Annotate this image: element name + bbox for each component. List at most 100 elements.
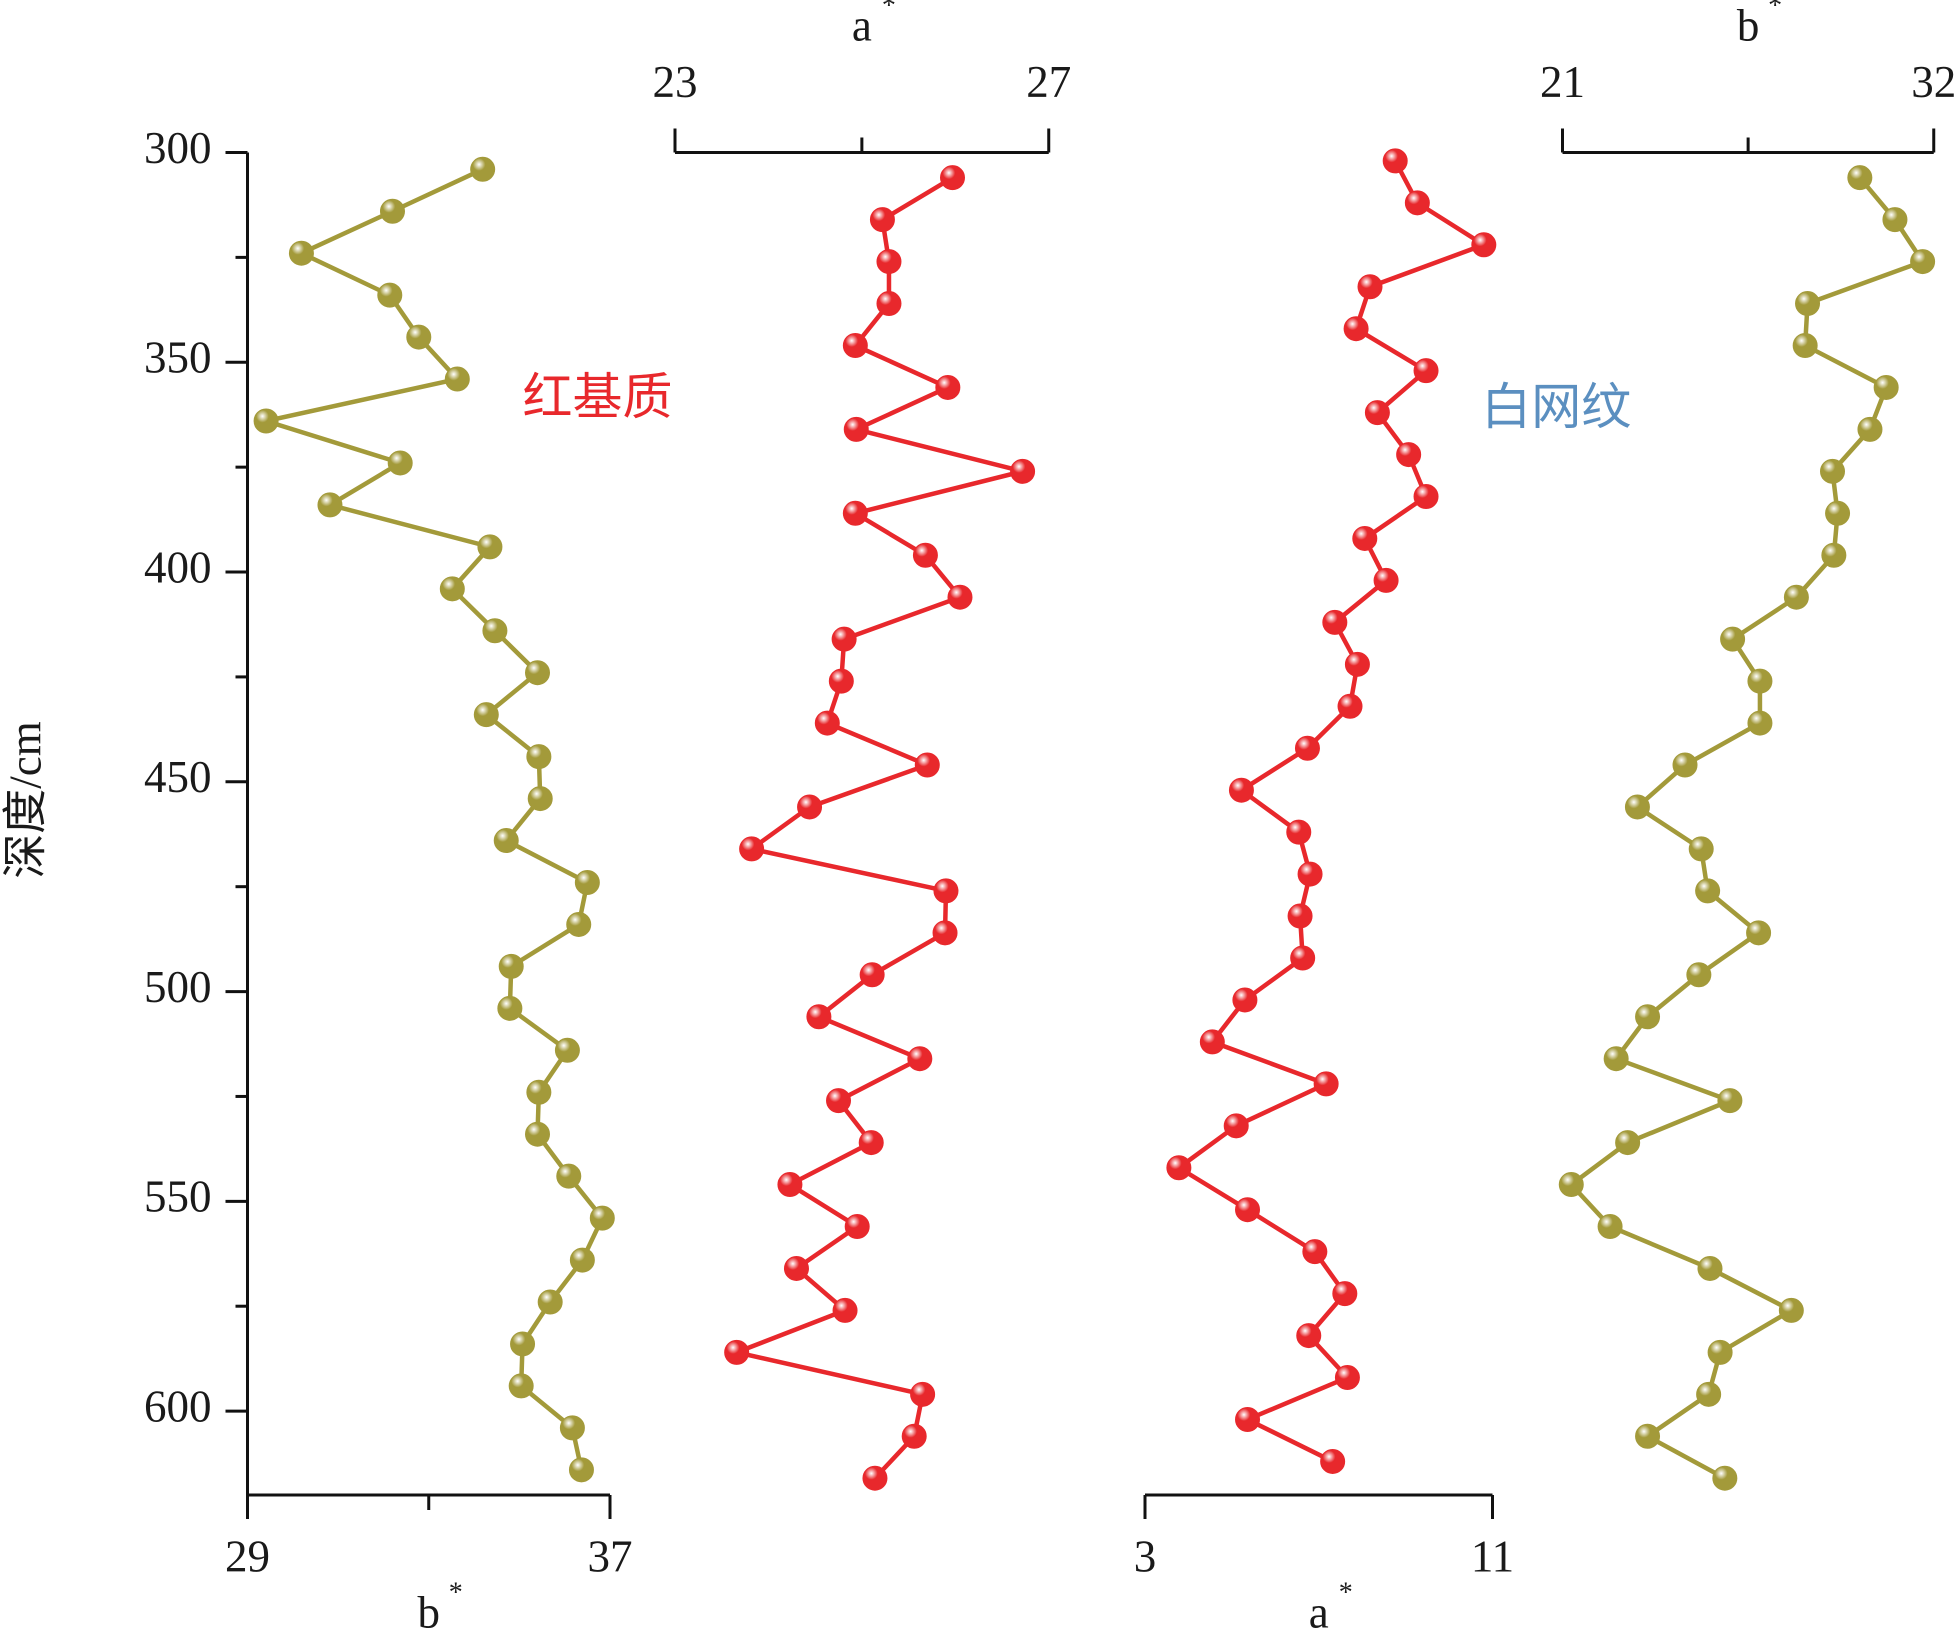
data-point xyxy=(1792,332,1818,358)
data-point xyxy=(859,962,885,988)
data-point xyxy=(568,1457,594,1483)
x-axis-label-sup: * xyxy=(882,0,896,21)
data-point xyxy=(559,1415,585,1441)
x-tick-label: 32 xyxy=(1911,57,1956,107)
data-point xyxy=(1320,1448,1346,1474)
data-point xyxy=(482,618,508,644)
data-point xyxy=(844,1214,870,1239)
x-axis-label: a xyxy=(1309,1587,1329,1633)
data-point xyxy=(1404,190,1430,216)
data-line xyxy=(1174,159,1489,1464)
data-point xyxy=(1778,1297,1804,1323)
data-point xyxy=(843,416,869,442)
data-point xyxy=(1783,584,1809,610)
data-point xyxy=(493,828,519,854)
data-point xyxy=(1746,920,1772,946)
annotation: 红基质 xyxy=(523,369,673,425)
data-point xyxy=(1290,945,1316,971)
data-point xyxy=(1166,1155,1192,1181)
data-point xyxy=(933,878,959,904)
x-tick-label: 27 xyxy=(1026,57,1071,107)
data-point xyxy=(508,1373,534,1399)
data-point xyxy=(876,291,902,317)
data-point xyxy=(842,500,868,526)
x-tick-label: 23 xyxy=(653,57,698,107)
data-point xyxy=(1688,836,1714,862)
x-axis-label-sup: * xyxy=(449,1577,463,1608)
data-point xyxy=(1396,442,1422,468)
data-point xyxy=(932,920,958,946)
data-point xyxy=(1232,987,1258,1013)
x-axis-label: b xyxy=(418,1587,441,1633)
data-point xyxy=(526,1079,552,1105)
data-point xyxy=(1294,735,1320,761)
data-point xyxy=(1747,710,1773,736)
data-point xyxy=(862,1465,888,1491)
data-point xyxy=(1624,794,1650,820)
data-point xyxy=(554,1037,580,1063)
data-point xyxy=(470,156,496,182)
data-point xyxy=(537,1289,563,1315)
data-point xyxy=(439,576,465,602)
data-point xyxy=(1696,1381,1722,1407)
data-point xyxy=(1313,1071,1339,1097)
data-point xyxy=(574,869,600,895)
data-point xyxy=(1635,1423,1661,1449)
x-tick-label: 29 xyxy=(225,1531,270,1581)
data-point xyxy=(947,584,973,610)
data-point xyxy=(387,450,413,476)
data-point xyxy=(1413,358,1439,384)
data-point xyxy=(814,710,840,736)
y-tick-label: 300 xyxy=(144,123,212,173)
y-tick-label: 600 xyxy=(144,1381,212,1431)
data-point xyxy=(1882,207,1908,233)
data-point xyxy=(1199,1029,1225,1055)
data-point xyxy=(1228,777,1254,803)
data-point xyxy=(1686,962,1712,988)
data-point xyxy=(406,324,432,350)
x-tick-label: 21 xyxy=(1540,57,1585,107)
data-point xyxy=(1297,861,1323,887)
data-point xyxy=(317,492,343,518)
data-point xyxy=(1235,1406,1261,1432)
y-tick-label: 500 xyxy=(144,962,212,1012)
data-point xyxy=(498,953,524,979)
data-point xyxy=(477,534,503,560)
data-point xyxy=(901,1423,927,1449)
x-axis-label-sup: * xyxy=(1339,1577,1353,1608)
data-point xyxy=(1235,1197,1261,1223)
data-point xyxy=(1712,1465,1738,1491)
data-point xyxy=(1615,1130,1641,1156)
data-point xyxy=(832,1297,858,1323)
data-point xyxy=(556,1163,582,1189)
data-point xyxy=(1695,878,1721,904)
data-point xyxy=(510,1331,536,1357)
x-tick-label: 37 xyxy=(588,1531,633,1581)
data-point xyxy=(1597,1214,1623,1239)
data-point xyxy=(1344,651,1370,677)
data-point xyxy=(797,794,823,820)
data-point xyxy=(724,1339,750,1365)
data-point xyxy=(1413,484,1439,510)
data-point xyxy=(1296,1323,1322,1349)
data-line xyxy=(728,175,1024,1480)
y-tick-label: 350 xyxy=(144,333,212,383)
data-point xyxy=(444,366,470,392)
data-point xyxy=(1558,1172,1584,1198)
data-point xyxy=(1334,1365,1360,1391)
data-point xyxy=(1382,148,1408,174)
data-point xyxy=(525,1121,550,1147)
data-point xyxy=(566,911,592,937)
data-point xyxy=(1332,1281,1358,1307)
data-point xyxy=(1672,752,1698,778)
data-point xyxy=(380,198,405,224)
data-point xyxy=(1603,1046,1629,1072)
data-point xyxy=(1825,500,1851,526)
data-point xyxy=(826,1088,852,1114)
data-point xyxy=(525,660,550,686)
data-point xyxy=(1697,1255,1723,1281)
x-tick-label: 11 xyxy=(1471,1531,1514,1581)
data-point xyxy=(497,995,523,1021)
data-point xyxy=(806,1004,832,1030)
